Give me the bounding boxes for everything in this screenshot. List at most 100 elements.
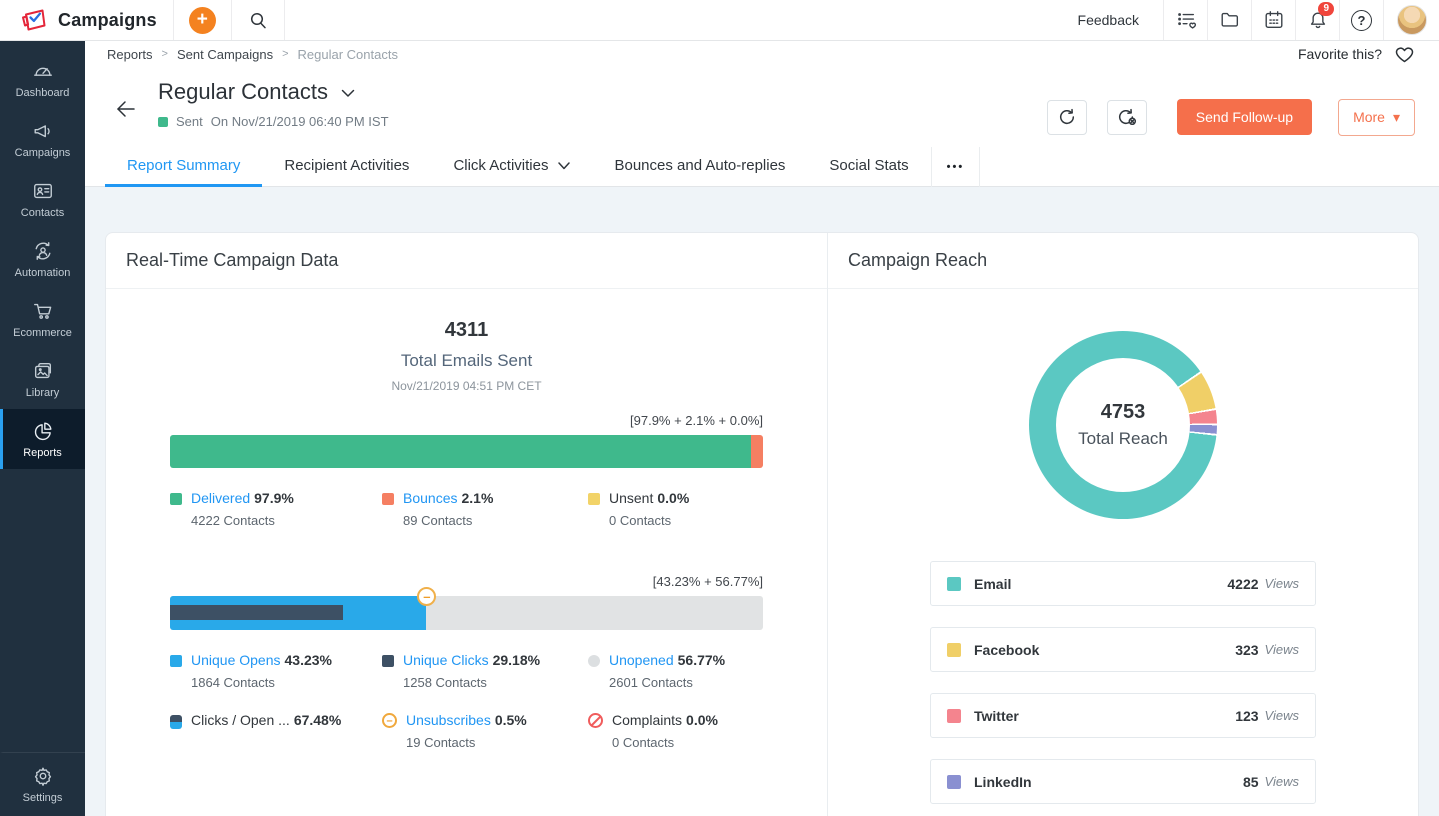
tab-label: Report Summary <box>127 157 240 174</box>
more-label: More <box>1353 109 1385 125</box>
back-button[interactable] <box>115 99 136 147</box>
facebook-label: Facebook <box>974 642 1039 658</box>
topbar-right: Feedback <box>1054 0 1439 40</box>
legend-complaints: Complaints0.0% 0 Contacts <box>588 712 763 750</box>
bounces-contacts: 89 Contacts <box>403 513 493 528</box>
unique-opens-contacts: 1864 Contacts <box>191 675 332 690</box>
dashboard-icon <box>32 60 54 82</box>
avatar <box>1397 5 1427 35</box>
unsubscribes-pct: 0.5% <box>495 712 527 728</box>
delivery-bar <box>170 435 763 468</box>
sidebar-item-library[interactable]: Library <box>0 349 85 409</box>
breadcrumb-reports[interactable]: Reports <box>107 47 153 62</box>
unique-clicks-link[interactable]: Unique Clicks <box>403 652 489 668</box>
unique-clicks-pct: 29.18% <box>493 652 540 668</box>
sidebar-item-ecommerce[interactable]: Ecommerce <box>0 289 85 349</box>
caret-down-icon: ▾ <box>1393 109 1400 126</box>
chevron-down-icon <box>558 162 570 170</box>
tab-click-activities[interactable]: Click Activities <box>431 147 592 187</box>
reach-row-facebook: Facebook 323 Views <box>930 627 1316 672</box>
more-tabs-button[interactable]: ••• <box>931 147 981 187</box>
stop-refresh-button[interactable] <box>1107 100 1147 135</box>
app-logo[interactable]: Campaigns <box>18 7 173 34</box>
report-tabs: Report Summary Recipient Activities Clic… <box>85 147 1439 187</box>
twitter-views-value: 123 <box>1235 708 1258 724</box>
divider <box>284 0 285 40</box>
divider <box>173 0 174 40</box>
delivery-legend: Delivered97.9% 4222 Contacts Bounces2.1%… <box>170 490 763 528</box>
folders-button[interactable] <box>1207 0 1251 40</box>
delivered-contacts: 4222 Contacts <box>191 513 294 528</box>
unsent-contacts: 0 Contacts <box>609 513 689 528</box>
complaints-icon <box>588 713 603 728</box>
reach-row-twitter: Twitter 123 Views <box>930 693 1316 738</box>
sidebar-item-label: Contacts <box>21 207 64 219</box>
tab-report-summary[interactable]: Report Summary <box>105 147 262 187</box>
help-button[interactable]: ? <box>1339 0 1383 40</box>
send-followup-button[interactable]: Send Follow-up <box>1177 99 1312 135</box>
clicks-overlay <box>170 605 343 620</box>
unsent-label: Unsent <box>609 490 653 506</box>
complaints-pct: 0.0% <box>686 712 718 728</box>
tab-social-stats[interactable]: Social Stats <box>807 147 930 187</box>
tab-recipient-activities[interactable]: Recipient Activities <box>262 147 431 187</box>
sidebar-item-settings[interactable]: Settings <box>0 752 85 816</box>
sidebar-item-reports[interactable]: Reports <box>0 409 85 469</box>
create-new-button[interactable]: + <box>189 7 216 34</box>
unopened-link[interactable]: Unopened <box>609 652 674 668</box>
sidebar-item-contacts[interactable]: Contacts <box>0 169 85 229</box>
account-menu[interactable] <box>1383 0 1439 40</box>
page-header: Regular Contacts Sent On Nov/21/2019 06:… <box>85 67 1439 147</box>
sidebar: Dashboard Campaigns Contacts Automation <box>0 41 85 816</box>
legend-bounces: Bounces2.1% 89 Contacts <box>382 490 588 528</box>
unsubscribes-contacts: 19 Contacts <box>406 735 527 750</box>
delivered-link[interactable]: Delivered <box>191 490 250 506</box>
reach-row-email: Email 4222 Views <box>930 561 1316 606</box>
search-button[interactable] <box>248 10 268 30</box>
sidebar-item-label: Ecommerce <box>13 327 72 339</box>
search-icon <box>248 10 268 30</box>
clicks-open-label: Clicks / Open ... <box>191 712 290 728</box>
unsubscribes-link[interactable]: Unsubscribes <box>406 712 491 728</box>
unique-clicks-swatch <box>382 655 394 667</box>
unique-opens-pct: 43.23% <box>285 652 332 668</box>
feedback-link[interactable]: Feedback <box>1054 12 1163 28</box>
tab-bounces-auto-replies[interactable]: Bounces and Auto-replies <box>592 147 807 187</box>
total-emails-label: Total Emails Sent <box>170 351 763 371</box>
delivery-bar-annotation: [97.9% + 2.1% + 0.0%] <box>170 413 763 428</box>
opens-bar: – <box>170 596 763 630</box>
more-button[interactable]: More ▾ <box>1338 99 1415 136</box>
calendar-button[interactable] <box>1251 0 1295 40</box>
twitter-label: Twitter <box>974 708 1019 724</box>
breadcrumb-current: Regular Contacts <box>298 47 398 62</box>
unique-clicks-contacts: 1258 Contacts <box>403 675 540 690</box>
unique-opens-link[interactable]: Unique Opens <box>191 652 281 668</box>
legend-unique-clicks: Unique Clicks29.18% 1258 Contacts <box>382 652 588 690</box>
breadcrumb-sent-campaigns[interactable]: Sent Campaigns <box>177 47 273 62</box>
pie-chart-icon <box>32 420 54 442</box>
back-arrow-icon <box>115 99 136 119</box>
sidebar-item-campaigns[interactable]: Campaigns <box>0 109 85 169</box>
topbar: Campaigns + Feedback <box>0 0 1439 41</box>
manage-lists-button[interactable] <box>1163 0 1207 40</box>
engagement-legend: Unique Opens43.23% 1864 Contacts Unique … <box>170 652 763 690</box>
reach-row-linkedin: LinkedIn 85 Views <box>930 759 1316 804</box>
bounces-link[interactable]: Bounces <box>403 490 457 506</box>
sidebar-item-dashboard[interactable]: Dashboard <box>0 49 85 109</box>
tab-label: Social Stats <box>829 157 908 174</box>
sidebar-item-automation[interactable]: Automation <box>0 229 85 289</box>
sidebar-item-label: Library <box>26 387 60 399</box>
campaign-switcher[interactable] <box>341 89 355 98</box>
realtime-campaign-card: Real-Time Campaign Data 4311 Total Email… <box>106 233 828 816</box>
facebook-views-unit: Views <box>1265 642 1299 657</box>
unsubscribes-icon: – <box>382 713 397 728</box>
automation-icon <box>32 240 54 262</box>
refresh-button[interactable] <box>1047 100 1087 135</box>
notifications-button[interactable]: 9 <box>1295 0 1339 40</box>
unopened-swatch <box>588 655 600 667</box>
heart-icon[interactable] <box>1394 44 1415 64</box>
donut-center: 4753 Total Reach <box>1056 358 1190 492</box>
image-library-icon <box>32 360 54 382</box>
unopened-contacts: 2601 Contacts <box>609 675 725 690</box>
main-content: Reports > Sent Campaigns > Regular Conta… <box>85 41 1439 816</box>
